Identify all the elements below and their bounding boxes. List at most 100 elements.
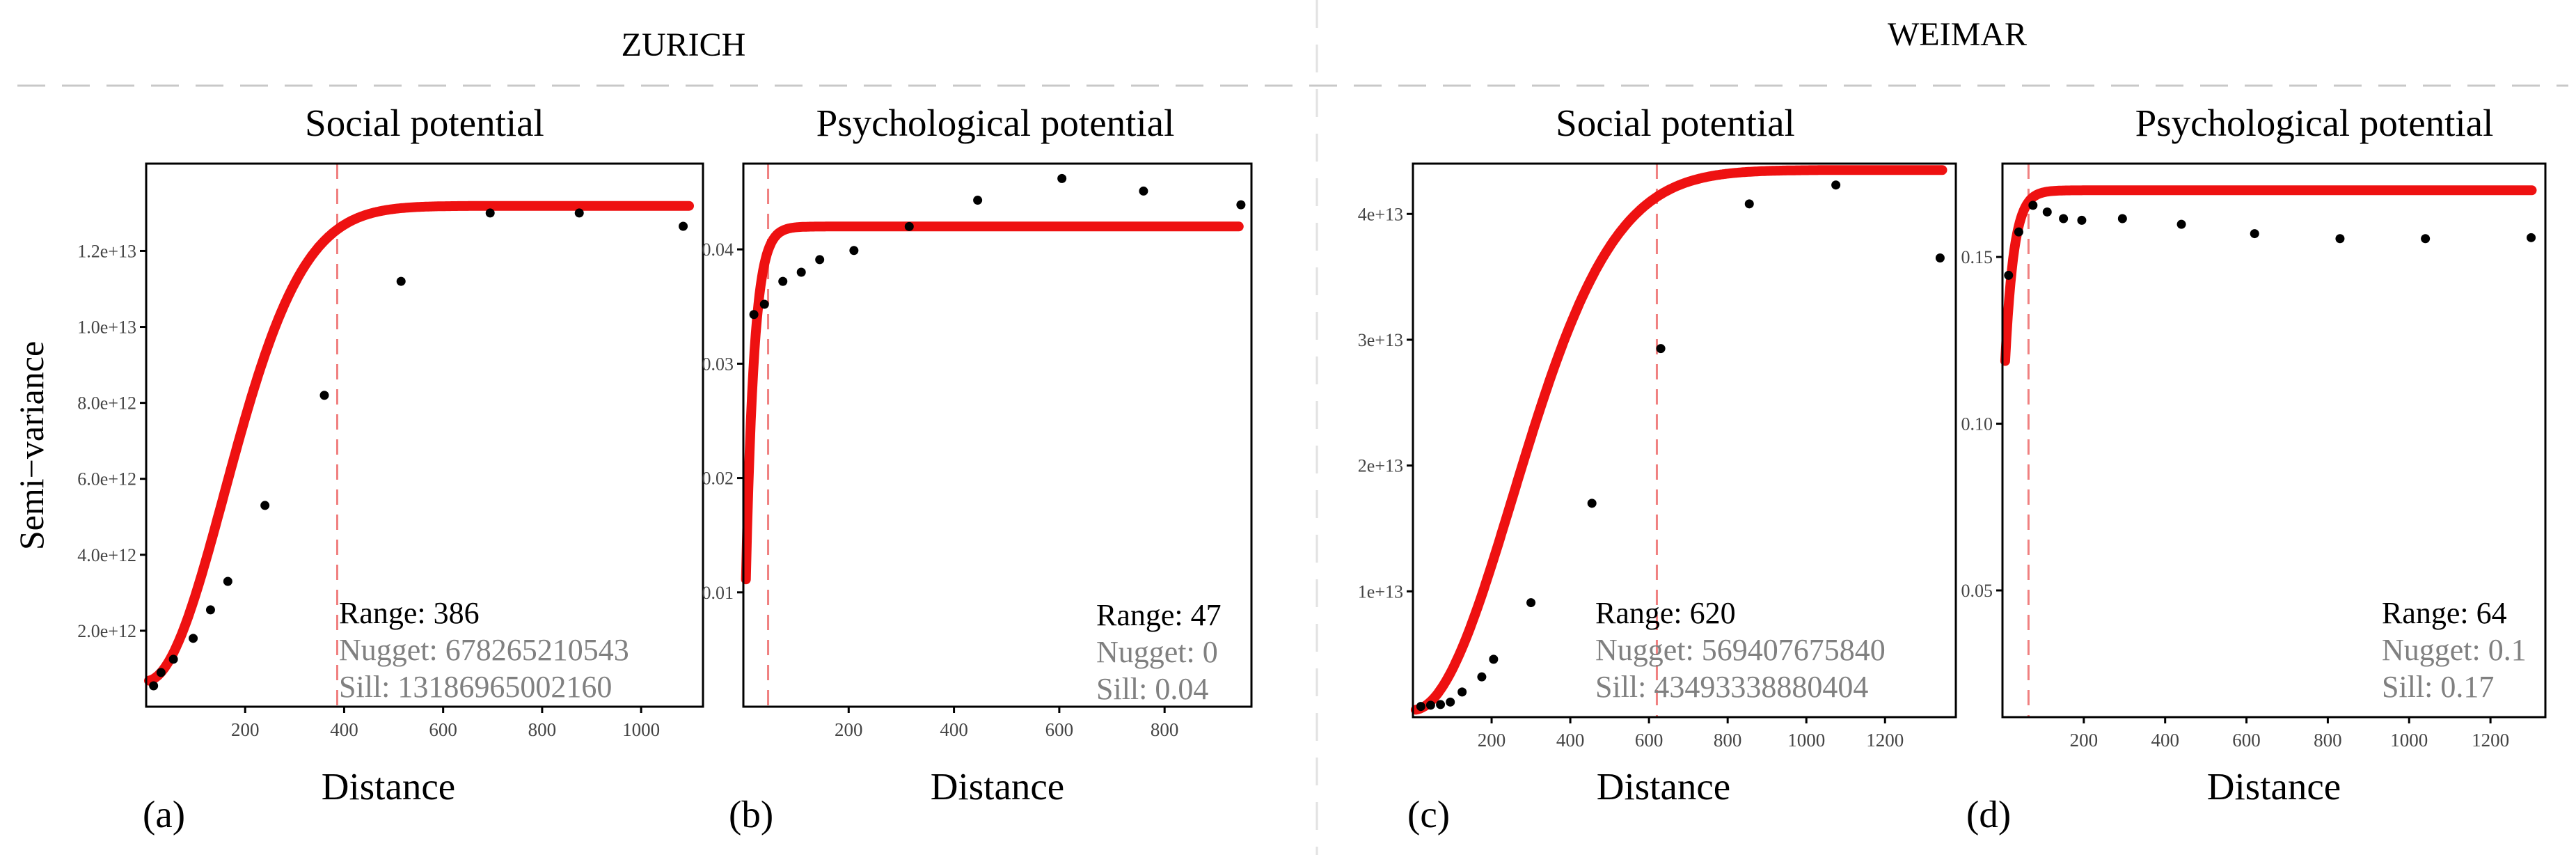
panel-b-x-axis-label: Distance	[931, 765, 1064, 808]
panel-b-sill-label: Sill: 0.04	[1096, 672, 1208, 706]
panel-b-y-tick-label: 0.01	[702, 583, 734, 603]
panel-c-data-point	[1457, 687, 1467, 697]
panel-a-data-point	[156, 668, 166, 677]
panel-b-data-point	[849, 246, 859, 256]
panel-d-data-point	[2117, 214, 2127, 223]
region-title-weimar: WEIMAR	[1888, 16, 2027, 53]
panel-b-x-tick-label: 400	[940, 719, 968, 740]
panel-b-frame	[742, 162, 1253, 708]
panel-b-title: Psychological potential	[816, 102, 1175, 144]
panel-d-frame	[2001, 162, 2547, 719]
panel-b-data-point	[815, 255, 825, 265]
panel-a-data-point	[319, 391, 329, 400]
panel-a-x-tick-label: 200	[231, 719, 260, 740]
panel-c-data-point	[1587, 499, 1597, 508]
panel-c-nugget-label: Nugget: 569407675840	[1595, 633, 1886, 667]
panel-d-data-point	[2176, 219, 2186, 229]
panel-c-data-point	[1526, 598, 1536, 608]
panel-b-x-tick-label: 200	[835, 719, 863, 740]
panel-a-y-tick-label: 1.0e+13	[77, 317, 136, 338]
panel-d-points	[2004, 201, 2536, 280]
panel-d-data-point	[2028, 201, 2038, 210]
panel-d-range-label: Range: 64	[2382, 596, 2507, 630]
panel-d-label: (d)	[1966, 793, 2011, 836]
panel-c-data-point	[1935, 253, 1945, 263]
panel-a-data-point	[205, 605, 215, 615]
panel-d-nugget-label: Nugget: 0.1	[2382, 633, 2527, 667]
panel-d-y-ticks: 0.05 0.10 0.15	[1961, 247, 2002, 601]
panel-a-points	[149, 208, 688, 691]
panel-c-y-tick-label: 4e+13	[1358, 204, 1403, 224]
panel-d-data-point	[2014, 227, 2023, 237]
panel-a-data-point	[485, 208, 495, 218]
panel-b-x-ticks: 200 400 600 800	[835, 707, 1178, 740]
panel-c-label: (c)	[1407, 793, 1450, 836]
panel-b-data-point	[1236, 200, 1246, 210]
panel-a-y-tick-label: 4.0e+12	[77, 545, 136, 565]
panel-b-x-tick-label: 800	[1151, 719, 1179, 740]
panel-a-x-ticks: 200 400 600 800 1000	[231, 707, 660, 740]
panel-d-x-axis-label: Distance	[2207, 765, 2341, 808]
panel-b-x-tick-label: 600	[1045, 719, 1074, 740]
panel-b-data-point	[759, 299, 769, 309]
panel-a: Social potential 2.0e+12 4.0e+12 6.0e+12 8.…	[77, 102, 704, 836]
panel-d-x-tick-label: 1000	[2390, 730, 2428, 751]
panel-a-y-ticks: 2.0e+12 4.0e+12 6.0e+12 8.0e+12 1.0e+13 1.2e+…	[77, 241, 146, 641]
panel-b-data-point	[796, 267, 806, 277]
panel-c-y-tick-label: 3e+13	[1358, 330, 1403, 350]
panel-b-data-point	[904, 221, 914, 231]
panel-c-data-point	[1656, 344, 1666, 354]
panel-c-x-tick-label: 400	[1556, 730, 1585, 751]
panel-c-data-point	[1489, 654, 1499, 664]
panel-b-range-label: Range: 47	[1096, 598, 1222, 632]
panel-a-y-tick-label: 8.0e+12	[77, 393, 136, 414]
panel-a-y-tick-label: 2.0e+12	[77, 621, 136, 641]
panel-d-data-point	[2077, 215, 2087, 225]
panel-d-model-curve	[2000, 185, 2537, 366]
panel-c-data-point	[1416, 702, 1425, 712]
panel-d-y-tick-label: 0.10	[1961, 414, 1993, 434]
panel-d-x-tick-label: 1200	[2472, 730, 2509, 751]
panel-b-nugget-label: Nugget: 0	[1096, 635, 1218, 669]
panel-d-x-tick-label: 200	[2070, 730, 2099, 751]
panel-d-y-tick-label: 0.15	[1961, 247, 1993, 267]
panel-c-sill-label: Sill: 43493338880404	[1595, 670, 1868, 704]
panel-b-y-tick-label: 0.02	[702, 469, 734, 489]
panel-a-x-tick-label: 1000	[622, 719, 660, 740]
panel-a-frame	[145, 162, 704, 708]
panel-b-data-point	[1057, 173, 1067, 183]
panel-d-data-point	[2527, 233, 2536, 242]
panel-d-x-ticks: 200 400 600 800 1000 1200	[2070, 717, 2509, 751]
panel-a-data-point	[574, 208, 584, 218]
panel-c-y-ticks: 1e+13 2e+13 3e+13 4e+13	[1358, 204, 1413, 602]
panel-c-x-tick-label: 1000	[1787, 730, 1825, 751]
panel-c-data-point	[1831, 180, 1841, 190]
region-title-zurich: ZURICH	[622, 26, 746, 63]
panel-a-x-axis-label: Distance	[322, 765, 455, 808]
panel-c-frame	[1412, 162, 1957, 719]
panel-a-y-tick-label: 6.0e+12	[77, 469, 136, 489]
panel-a-data-point	[168, 654, 178, 664]
panel-c-x-axis-label: Distance	[1597, 765, 1730, 808]
panel-b-data-point	[973, 196, 983, 205]
panel-a-x-tick-label: 600	[429, 719, 457, 740]
panel-d-data-point	[2042, 207, 2052, 217]
panel-c-range-label: Range: 620	[1595, 596, 1736, 630]
panel-c-y-tick-label: 1e+13	[1358, 581, 1403, 602]
panel-a-data-point	[189, 634, 198, 643]
panel-b-y-ticks: 0.01 0.02 0.03 0.04	[702, 240, 743, 603]
panel-b-data-point	[778, 276, 788, 286]
panel-a-data-point	[223, 576, 232, 586]
panel-d-data-point	[2421, 234, 2431, 244]
panel-b: Psychological potential 0.01 0.02 0.03 0.04…	[702, 102, 1253, 836]
panel-d-data-point	[2335, 234, 2345, 244]
panel-c-data-point	[1425, 700, 1435, 710]
panel-c-data-point	[1446, 697, 1455, 707]
panel-d-data-point	[2250, 229, 2259, 239]
panel-a-label: (a)	[143, 793, 185, 836]
panel-a-data-point	[679, 221, 688, 231]
panel-d-title: Psychological potential	[2135, 102, 2494, 144]
panel-c-x-tick-label: 600	[1635, 730, 1664, 751]
panel-a-sill-label: Sill: 13186965002160	[339, 670, 612, 704]
panel-b-points	[749, 173, 1246, 320]
